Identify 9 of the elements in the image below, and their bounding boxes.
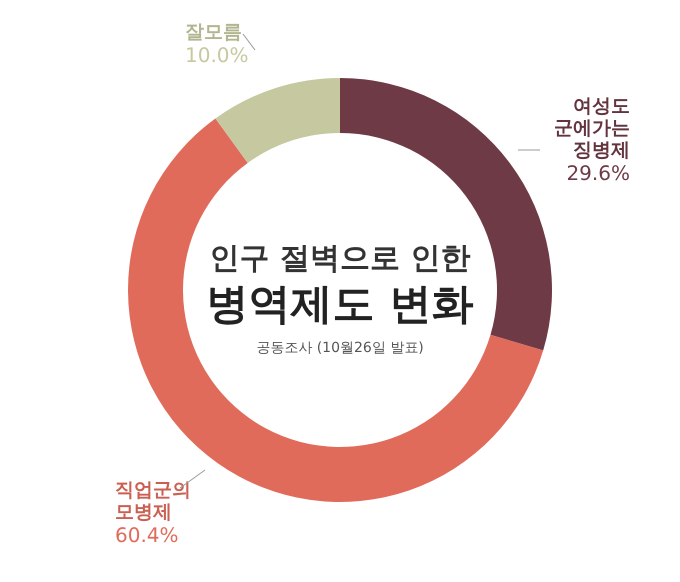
data-label: 29.6% [566,161,630,185]
text: 공동조사 (10월26일 발표) [256,340,424,356]
text: 병역제도 변화 [206,279,474,328]
slice-label: 직업군의 모병제 [115,479,191,523]
slice-label: 잘모름 [185,21,242,43]
text: 인구 절벽으로 인한 [210,241,470,276]
data-label: 10.0% [185,43,249,67]
data-label: 60.4% [115,523,179,547]
slice-label: 여성도 군에가는 징병제 [554,95,630,161]
